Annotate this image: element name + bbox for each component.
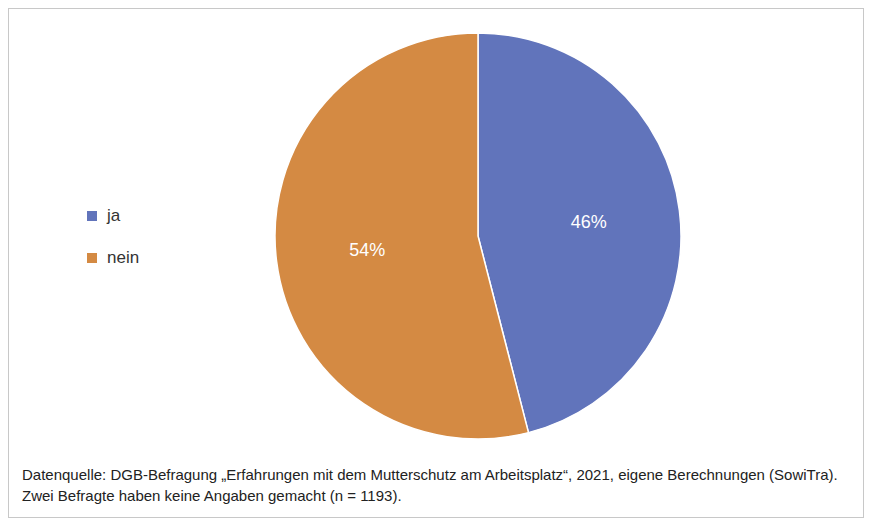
svg-text:46%: 46% [571,212,607,232]
html-text:Datenquelle: DGB-Befragung „Er: Datenquelle: DGB-Befragung „Erfahrungen … [22,466,838,504]
svg-text:54%: 54% [349,240,385,260]
html-text:nein: nein [107,248,140,267]
html-text:ja: ja [107,206,121,225]
